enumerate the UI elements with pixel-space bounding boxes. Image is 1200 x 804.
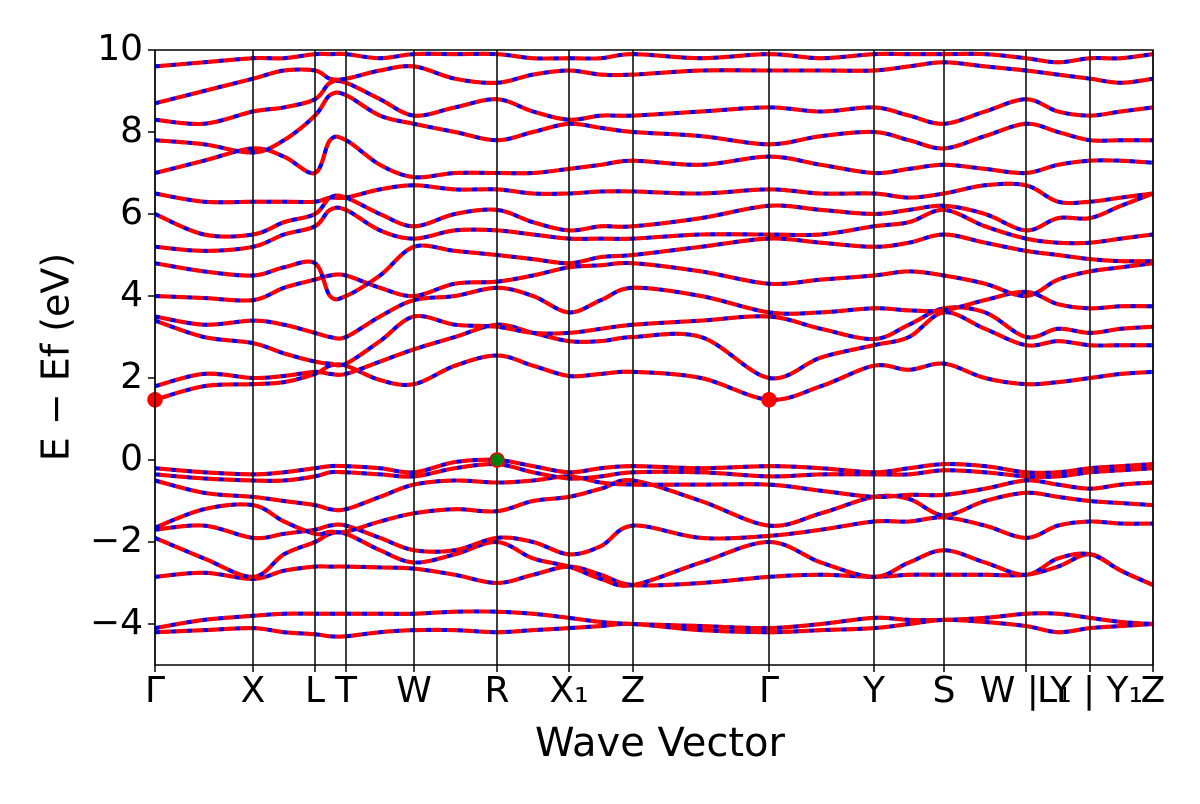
band-line-overlay [155, 530, 1153, 588]
x-tick-label: Z [1141, 670, 1166, 711]
band-line-overlay [155, 305, 1153, 368]
x-tick-label: R [484, 670, 509, 711]
band-line-dashed [155, 134, 1153, 180]
y-tick-label: 6 [120, 192, 143, 233]
band-line-overlay [155, 232, 1153, 302]
band-line-overlay [155, 609, 1153, 631]
y-tick-label: −2 [90, 520, 143, 561]
band-line-dashed [155, 474, 1153, 513]
plot-frame [154, 49, 1154, 666]
band-line-dashed [155, 461, 1153, 483]
band-line-dashed [155, 181, 1153, 206]
band-line-dashed [155, 515, 1153, 557]
x-tick-label: L₁ | Y₁ [1037, 670, 1143, 711]
band-line-overlay [155, 191, 1153, 239]
x-tick-label: Y [862, 670, 886, 711]
extremum-marker [489, 452, 505, 468]
band-line-dashed [155, 457, 1153, 477]
band-line-overlay [155, 353, 1153, 402]
x-tick-label: Z [621, 670, 646, 711]
band-line-dashed [155, 478, 1153, 537]
x-tick-label: S [933, 670, 956, 711]
band-line-overlay [155, 617, 1153, 639]
x-tick-label: X [241, 670, 266, 711]
extremum-marker [761, 391, 777, 408]
band-line-overlay [155, 205, 1153, 253]
band-line-overlay [155, 474, 1153, 513]
x-tick-label: L [305, 670, 325, 711]
x-tick-label: X₁ [549, 670, 588, 711]
y-tick-label: 4 [120, 274, 143, 315]
band-line-overlay [155, 78, 1153, 127]
band-line-overlay [155, 181, 1153, 206]
y-axis-label: E − Ef (eV) [34, 253, 78, 462]
x-axis-label: Wave Vector [535, 720, 786, 766]
band-line-dashed [155, 191, 1153, 239]
band-line-overlay [155, 285, 1153, 341]
x-tick-label: T [334, 670, 358, 711]
y-tick-label: 10 [97, 28, 143, 69]
x-tick-label: Γ [145, 670, 165, 711]
y-tick-label: 2 [120, 356, 143, 397]
band-line-overlay [155, 51, 1153, 69]
band-line-overlay [155, 457, 1153, 477]
band-line-dashed [155, 205, 1153, 253]
band-line [155, 515, 1153, 557]
y-tick-label: −4 [90, 602, 143, 643]
x-tick-label: W | Y [980, 670, 1074, 711]
band-line-dashed [155, 90, 1153, 155]
band-line-dashed [155, 285, 1153, 341]
y-tick-label: 0 [120, 438, 143, 479]
band-line-overlay [155, 461, 1153, 483]
y-tick-label: 8 [120, 110, 143, 151]
band-line-overlay [155, 310, 1153, 389]
band-line-overlay [155, 60, 1153, 106]
x-tick-label: Γ [759, 670, 779, 711]
band-line-overlay [155, 90, 1153, 155]
band-line-dashed [155, 305, 1153, 368]
band-line-dashed [155, 530, 1153, 588]
band-line-overlay [155, 515, 1153, 557]
band-line-overlay [155, 552, 1153, 588]
x-tick-label: W [396, 670, 432, 711]
band-line-dashed [155, 552, 1153, 588]
band-line-overlay [155, 134, 1153, 180]
band-line-overlay [155, 478, 1153, 537]
